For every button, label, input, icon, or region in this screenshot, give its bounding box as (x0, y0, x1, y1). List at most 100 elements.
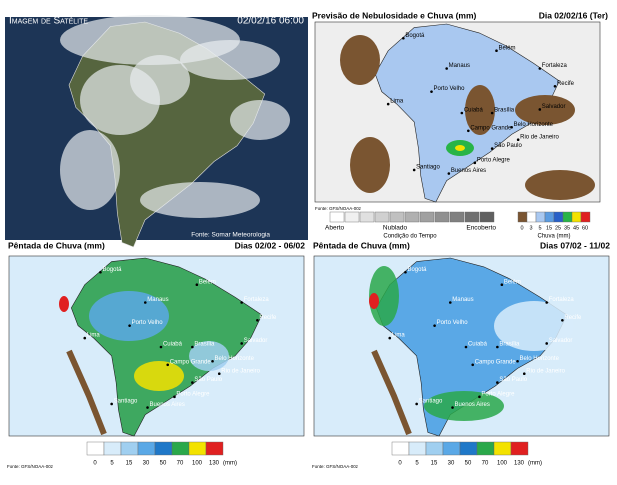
condition-swatch (374, 211, 390, 223)
rain-tick-label: 60 (582, 225, 588, 231)
legend-swatch (86, 441, 105, 456)
city-label: Porto Alegre (481, 391, 515, 397)
legend-swatch (408, 441, 427, 456)
city-label: São Paulo (494, 143, 522, 149)
condition-label: Aberto (325, 225, 345, 232)
city-label: Campo Grande (475, 359, 517, 365)
city-label: Belém (504, 279, 521, 285)
city-label: Rio de Janeiro (526, 368, 565, 374)
city-label: Porto Alegre (176, 391, 210, 397)
city-dot (516, 138, 520, 141)
city-label: Brasília (194, 342, 215, 348)
weather-blob (130, 55, 190, 105)
weather-blob (494, 301, 574, 351)
city-dot (128, 324, 131, 327)
city-dot (495, 49, 498, 52)
weather-blob (465, 85, 495, 135)
condition-swatch (344, 211, 360, 223)
pentad-title: Pêntada de Chuva (mm) (313, 240, 410, 250)
weather-blob (134, 361, 184, 391)
city-label: Buenos Aires (455, 402, 490, 408)
legend-tick-label: 5 (110, 461, 114, 467)
legend-tick-label: 30 (448, 461, 455, 467)
city-label: Cuiabá (163, 342, 183, 348)
city-dot (471, 363, 475, 367)
city-label: São Paulo (499, 377, 527, 383)
city-dot (500, 283, 504, 287)
city-dot (110, 402, 113, 406)
satellite-timestamp: 02/02/16 06:00 (237, 16, 304, 27)
legend-swatch (188, 441, 207, 456)
city-label: Santiago (419, 399, 443, 405)
city-label: Belo Horizonte (215, 356, 255, 362)
forecast-title: Previsão de Nebulosidade e Chuva (mm) (312, 10, 477, 20)
legend-tick-label: 15 (431, 461, 438, 467)
legend-tick-label: 0 (398, 461, 402, 467)
city-label: Santiago (416, 165, 440, 171)
condition-swatch (449, 211, 465, 223)
weather-blob (350, 137, 390, 193)
legend-tick-label: 70 (177, 461, 184, 467)
city-label: Buenos Aires (451, 168, 486, 174)
pentad-dates: Dias 02/02 - 06/02 (235, 240, 306, 250)
city-label: Manaus (147, 297, 168, 303)
weather-blob (515, 95, 575, 125)
pentad-source: Fonte: GFS/NOAA-00z (7, 464, 54, 469)
city-label: Belém (498, 45, 515, 51)
city-label: Campo Grande (470, 125, 512, 131)
weather-blob (525, 170, 595, 200)
legend-unit: (mm) (528, 461, 542, 467)
legend-tick-label: 50 (465, 461, 472, 467)
weather-blob (89, 291, 169, 341)
legend-swatch (510, 441, 529, 456)
city-label: Bogotá (405, 33, 425, 39)
city-label: Belo Horizonte (514, 122, 554, 128)
city-label: Brasília (499, 342, 520, 348)
city-dot (445, 67, 448, 70)
condition-swatch (389, 211, 405, 223)
city-label: Belo Horizonte (520, 356, 560, 362)
rain-swatch (544, 211, 555, 223)
city-dot (496, 381, 499, 384)
city-dot (478, 395, 481, 399)
legend-swatch (425, 441, 444, 456)
city-dot (553, 85, 557, 88)
weather-blob (369, 266, 399, 326)
rain-tick-label: 3 (529, 225, 532, 231)
city-dot (490, 111, 494, 115)
legend-tick-label: 15 (126, 461, 133, 467)
city-dot (256, 319, 259, 322)
weather-blob (180, 40, 280, 80)
city-dot (433, 324, 436, 327)
city-label: Recife (259, 315, 277, 321)
city-label: Recife (557, 81, 575, 87)
legend-tick-label: 5 (415, 461, 419, 467)
legend-tick-label: 130 (209, 461, 220, 467)
city-label: Lima (390, 99, 404, 105)
legend-tick-label: 100 (497, 461, 508, 467)
city-dot (166, 363, 170, 367)
city-dot (430, 90, 433, 93)
city-dot (496, 345, 499, 349)
city-label: Lima (87, 333, 101, 339)
legend-tick-label: 70 (482, 461, 489, 467)
city-dot (490, 147, 494, 150)
city-label: Santiago (114, 399, 138, 405)
city-label: Recife (564, 315, 582, 321)
rain-swatch (580, 211, 591, 223)
condition-swatch (479, 211, 495, 223)
city-label: Manaus (452, 297, 473, 303)
legend-swatch (154, 441, 173, 456)
city-dot (240, 342, 243, 345)
rain-swatch (553, 211, 564, 223)
city-dot (143, 301, 147, 304)
city-dot (99, 270, 102, 274)
city-label: Salvador (549, 338, 573, 344)
city-dot (473, 161, 477, 165)
satellite-title: Imagem de Satélite (9, 16, 88, 27)
condition-swatch (464, 211, 480, 223)
legend-swatch (120, 441, 139, 456)
city-dot (448, 301, 452, 304)
forecast-source: Fonte: GFS/NOAA-00z (315, 206, 362, 211)
